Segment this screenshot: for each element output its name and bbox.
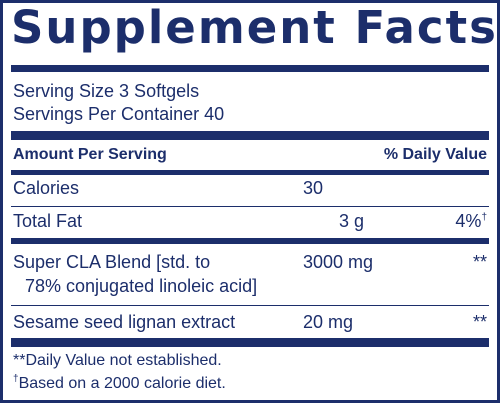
panel-title: Supplement Facts [11, 1, 498, 54]
nutrient-amount: 3 g [339, 211, 365, 231]
amount-per-serving-header: Amount Per Serving [13, 146, 167, 163]
serving-divider [11, 131, 489, 140]
nutrient-amount: 30 [303, 178, 324, 198]
nutrient-daily-value: 4%† [455, 211, 487, 231]
nutrient-amount: 20 mg [303, 312, 354, 332]
dagger-mark: † [13, 373, 19, 385]
row-divider [11, 305, 489, 306]
row-divider [11, 206, 489, 207]
title-divider [11, 65, 489, 72]
nutrient-amount: 3000 mg [303, 252, 374, 272]
nutrient-daily-value: ** [472, 312, 487, 332]
header-divider [11, 170, 489, 175]
dagger-mark: † [481, 212, 487, 223]
nutrient-daily-value: ** [472, 252, 487, 272]
nutrient-label: Sesame seed lignan extract [13, 312, 236, 332]
footnote-dv-not-established: **Daily Value not established. [13, 352, 222, 369]
serving-size: Serving Size 3 Softgels [13, 81, 200, 101]
nutrient-label-line1: Super CLA Blend [std. to [13, 252, 211, 272]
footnote-divider [11, 338, 489, 347]
fat-divider [11, 238, 489, 244]
nutrient-label: Total Fat [13, 211, 83, 231]
nutrient-label-line2: 78% conjugated linoleic acid] [25, 276, 258, 296]
servings-per-container: Servings Per Container 40 [13, 104, 225, 124]
footnote-calorie-basis: †Based on a 2000 calorie diet. [13, 373, 226, 392]
daily-value-header: % Daily Value [383, 146, 487, 163]
nutrient-label: Calories [13, 178, 80, 198]
